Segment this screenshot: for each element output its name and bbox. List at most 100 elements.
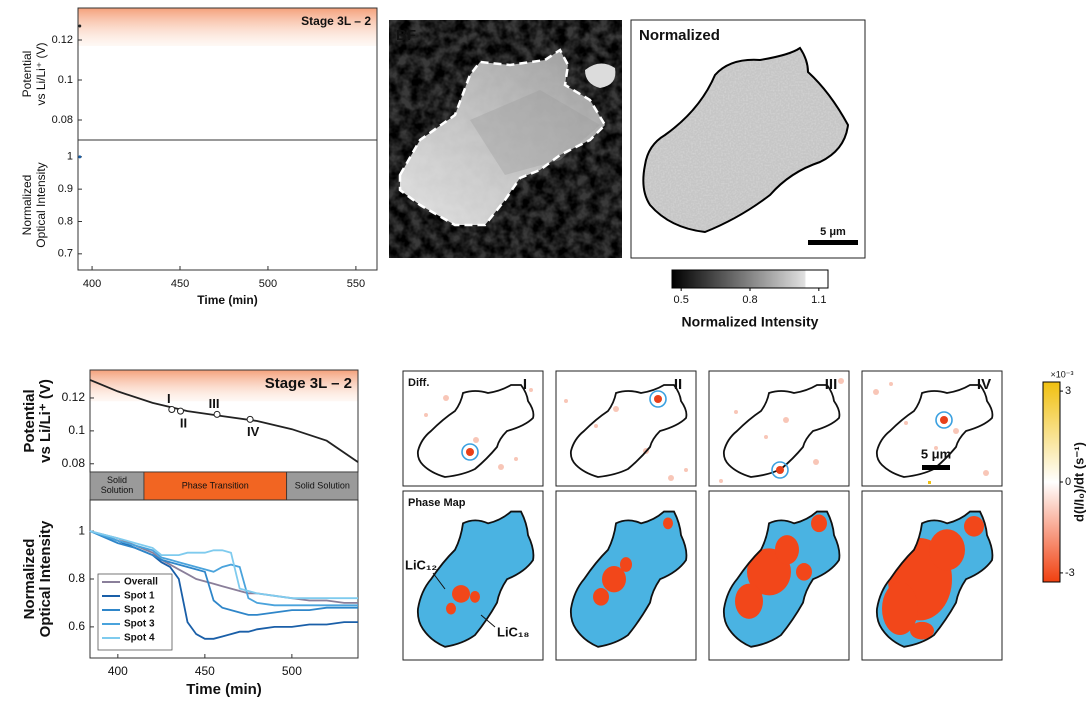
- licl2-region: [964, 516, 984, 537]
- y-axis-label: Normalized: [21, 539, 38, 620]
- scale-bar: [922, 465, 950, 470]
- y-tick-label: 0.8: [58, 215, 73, 227]
- diff-panel: IV5 μm: [862, 371, 1002, 486]
- legend-label: Spot 3: [124, 619, 155, 630]
- stage-label: I: [523, 376, 527, 393]
- y-tick-label: 0.1: [58, 74, 73, 86]
- diff-hotspot: [654, 395, 662, 403]
- diff-speck: [498, 464, 504, 470]
- legend-label: Spot 4: [124, 633, 155, 644]
- diff-speck: [473, 437, 479, 443]
- diff-speck: [983, 470, 989, 476]
- diff-speck: [668, 475, 674, 481]
- y-axis-label: Normalized: [20, 175, 34, 236]
- diff-speck: [813, 459, 819, 465]
- plot-frame: [78, 140, 377, 270]
- diff-speck: [734, 410, 738, 414]
- x-axis-label: Time (min): [186, 681, 262, 698]
- diff-hotspot: [940, 416, 948, 424]
- colorbar-tick-label: 3: [1065, 385, 1071, 397]
- y-axis-label: Optical Intensity: [34, 162, 48, 247]
- licl2-region: [811, 515, 827, 533]
- marker-point: [214, 411, 220, 417]
- colorbar-tick-label: 0.5: [674, 294, 689, 306]
- x-tick-label: 400: [83, 278, 101, 290]
- stage-label: III: [825, 376, 838, 393]
- diff-hotspot: [776, 466, 784, 474]
- marker-label: III: [209, 396, 220, 411]
- licl2-region: [929, 529, 965, 570]
- diff-speck: [594, 424, 598, 428]
- phase-map-panel: [709, 491, 849, 660]
- panel-label: BF: [396, 27, 416, 44]
- y-axis-label: vs Li/Li⁺ (V): [34, 42, 48, 105]
- colorbar-tick-label: 0.8: [742, 294, 757, 306]
- diff-panel: II: [556, 371, 696, 486]
- x-tick-label: 400: [108, 664, 128, 678]
- marker-label: IV: [247, 424, 260, 439]
- colorbar-tick-label: -3: [1065, 567, 1075, 579]
- y-tick-label: 0.12: [52, 34, 73, 46]
- diff-speck: [514, 457, 518, 461]
- data-point: [78, 25, 81, 28]
- diff-speck: [783, 417, 789, 423]
- diff-speck: [613, 406, 619, 412]
- marker-label: II: [180, 416, 187, 431]
- x-tick-label: 450: [171, 278, 189, 290]
- licl2-region: [775, 535, 799, 564]
- marker-point: [169, 406, 175, 412]
- panel-label: Phase Map: [408, 497, 466, 509]
- colorbar-exponent: ×10⁻³: [1050, 369, 1073, 379]
- figure: 0.080.10.12Potentialvs Li/Li⁺ (V)Stage 3…: [0, 0, 1089, 701]
- marker-label: I: [167, 391, 171, 406]
- diff-speck: [529, 388, 533, 392]
- phase-map-panel: [862, 491, 1002, 660]
- y-tick-label: 0.1: [68, 423, 85, 437]
- legend-label: Spot 2: [124, 605, 155, 616]
- diff-speck: [443, 395, 449, 401]
- diff-hotspot: [466, 448, 474, 456]
- colorbar-tick-label: 1.1: [811, 294, 826, 306]
- x-tick-label: 500: [282, 664, 302, 678]
- y-tick-label: 0.08: [52, 114, 73, 126]
- colorbar-label: Normalized Intensity: [682, 314, 819, 330]
- y-tick-label: 0.08: [62, 456, 86, 470]
- y-tick-label: 1: [78, 523, 85, 537]
- data-point: [78, 155, 81, 158]
- scale-bar-label: 5 μm: [921, 446, 951, 461]
- marker-point: [247, 416, 253, 422]
- colorbar: [672, 270, 828, 288]
- scale-bar: [808, 240, 858, 245]
- diff-speck: [684, 468, 688, 472]
- diff-speck: [719, 479, 723, 483]
- phase-label: Phase Transition: [182, 480, 249, 490]
- y-tick-label: 0.6: [68, 619, 85, 633]
- licl2-region: [735, 584, 763, 619]
- licl2-region: [593, 588, 609, 606]
- legend-label: Spot 1: [124, 591, 155, 602]
- panel-label: Normalized: [639, 27, 720, 44]
- y-tick-label: 0.7: [58, 248, 73, 260]
- scale-bar-label: 5 μm: [820, 226, 846, 238]
- phase-map-panel: [556, 491, 696, 660]
- diff-speck: [764, 435, 768, 439]
- diff-speck: [928, 481, 931, 484]
- legend-label: Overall: [124, 577, 158, 588]
- colorbar-tick-label: 0: [1065, 476, 1071, 488]
- y-tick-label: 0.12: [62, 390, 86, 404]
- licl2-region: [470, 591, 480, 603]
- y-axis-label: Optical Intensity: [37, 520, 54, 637]
- licl2-region: [663, 517, 673, 529]
- x-tick-label: 550: [347, 278, 365, 290]
- licl2-region: [446, 603, 456, 615]
- diff-speck: [953, 428, 959, 434]
- x-tick-label: 450: [195, 664, 215, 678]
- diff-speck: [889, 382, 893, 386]
- marker-point: [177, 408, 183, 414]
- y-tick-label: 1: [67, 151, 73, 163]
- colorbar-label: d(I/I₀)/dt (s⁻¹): [1071, 442, 1086, 522]
- y-tick-label: 0.8: [68, 571, 85, 585]
- x-axis-label: Time (min): [197, 293, 257, 307]
